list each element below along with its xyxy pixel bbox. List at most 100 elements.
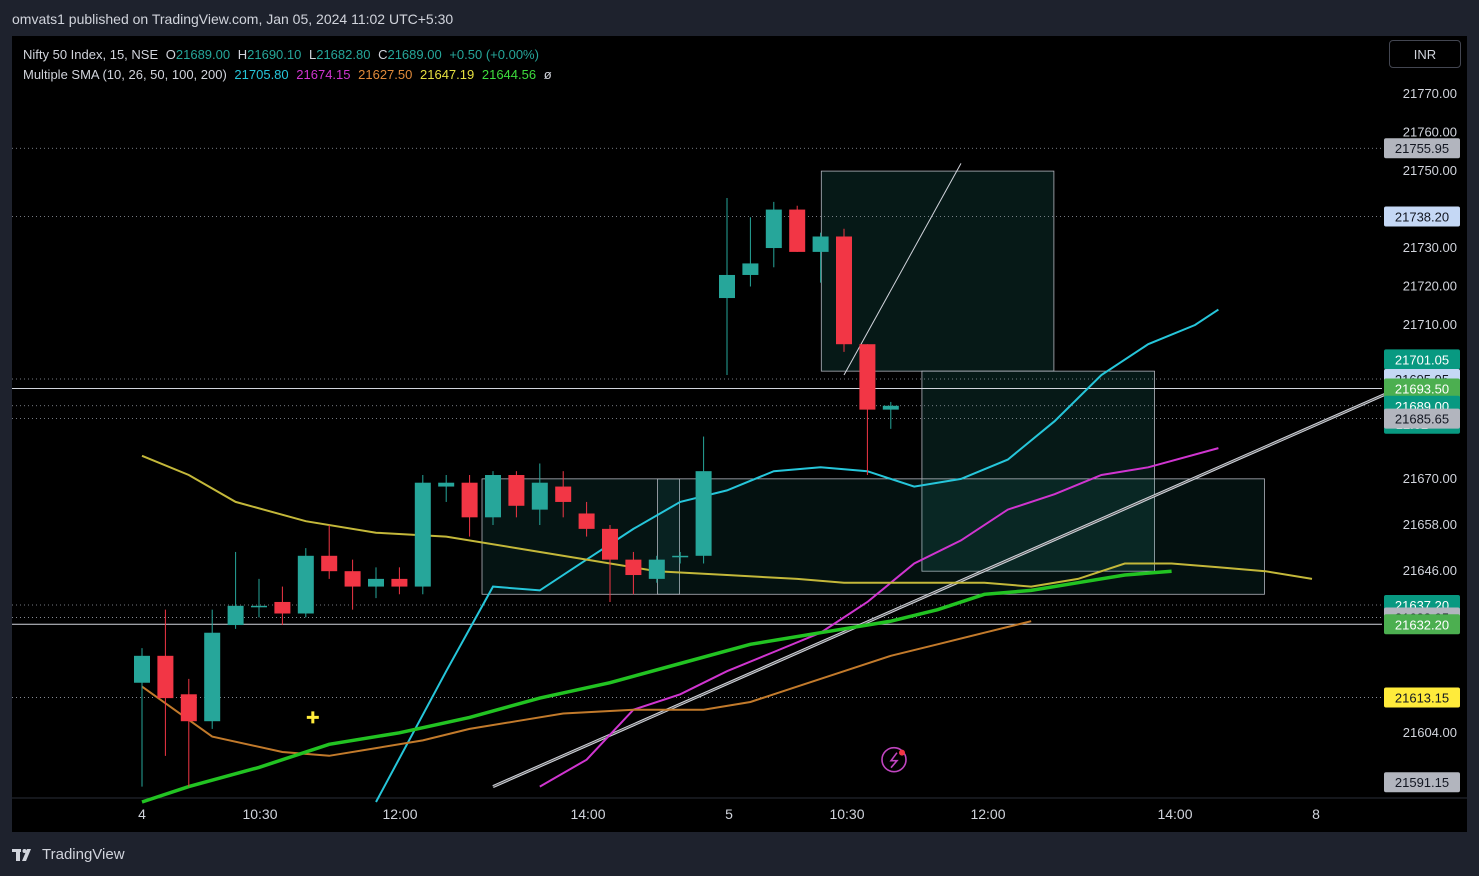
lightning-icon [881,746,907,773]
candle-body-3 [204,632,221,722]
y-tick-2: 21658.00 [1403,517,1457,532]
footer-brand: TradingView [42,846,125,863]
candle-body-18 [555,486,572,502]
price-label-bg-1 [1384,206,1460,227]
x-tick-4: 5 [725,806,733,822]
sma-line-2 [539,447,1219,788]
y-tick-8: 21760.00 [1403,125,1457,140]
zone-top-box [820,170,1055,372]
sma10-value: 21705.80 [234,67,289,82]
open-value: 21689.00 [175,47,231,62]
high-value: 21690.10 [247,47,302,62]
candle-body-32 [882,405,899,410]
candlestick-chart[interactable]: 21604.00 21646.00 21658.00 21670.00 21710.00… [12,36,1467,832]
ohlc-row: Nifty 50 Index, 15, NSE O21689.00 H21690… [23,45,552,65]
price-label-9: 21632.20 [1395,617,1449,632]
sma-line-1 [375,308,1219,803]
price-label-11: 21591.15 [1395,775,1449,790]
candle-body-8 [321,555,338,572]
candle-body-25 [719,274,735,299]
high-label: H [237,47,248,62]
candle-body-9 [344,571,361,587]
candle-body-26 [742,263,759,275]
candle-body-7 [297,555,314,614]
zone-mid-box [921,370,1155,572]
candle-body-5 [251,605,267,608]
close-label: C [378,47,388,62]
footer: TradingView [12,846,125,863]
candle-body-11 [391,578,408,587]
y-tick-9: 21770.00 [1403,86,1457,101]
open-label: O [165,47,176,62]
lightning-bolt [889,752,899,769]
sma50-value: 21627.50 [358,67,413,82]
y-tick-0: 21604.00 [1403,725,1457,740]
candle-body-24 [695,471,712,556]
candle-body-28 [789,209,806,252]
lightning-dot [899,749,905,756]
candle-body-22 [648,559,665,579]
candle-body-20 [602,528,618,560]
candle-body-30 [836,236,852,345]
price-label-bg-9 [1384,614,1460,635]
candle-body-6 [274,601,291,614]
x-tick-0: 4 [138,806,146,822]
low-value: 21682.80 [316,47,371,62]
trendline-small [843,163,962,376]
publisher-text: omvats1 published on TradingView.com, Ja… [12,11,454,27]
price-label-2: 21701.05 [1395,352,1449,367]
chart-area[interactable]: 21604.00 21646.00 21658.00 21670.00 21710.00… [12,36,1467,832]
candle-body-2 [180,694,197,722]
y-tick-6: 21730.00 [1403,240,1457,255]
chart-legend: Nifty 50 Index, 15, NSE O21689.00 H21690… [23,45,552,85]
candle-body-27 [765,209,782,249]
low-label: L [308,47,317,62]
candle-body-15 [485,475,501,518]
x-tick-2: 12:00 [382,806,417,822]
price-label-4: 21693.50 [1395,381,1449,396]
candle-body-12 [414,482,431,587]
y-tick-7: 21750.00 [1403,163,1457,178]
symbol-label[interactable]: Nifty 50 Index, 15, NSE [23,47,159,62]
y-tick-4: 21710.00 [1403,317,1457,332]
candle-body-0 [134,655,150,683]
y-tick-1: 21646.00 [1403,563,1457,578]
candle-body-16 [508,475,525,506]
sma-row: Multiple SMA (10, 26, 50, 100, 200) 2170… [23,65,552,85]
price-label-10: 21613.15 [1395,691,1449,706]
price-label-bg-0 [1384,138,1460,159]
price-label-bg-2 [1384,349,1460,370]
price-label-bg-4 [1384,378,1460,399]
candle-body-29 [812,236,829,252]
sma-line-3 [141,620,1032,757]
x-tick-6: 12:00 [970,806,1005,822]
sma26-value: 21674.15 [296,67,351,82]
currency-button[interactable]: INR [1389,40,1461,68]
price-label-bg-11 [1384,772,1460,793]
candle-body-13 [438,482,455,487]
tradingview-logo-icon [12,848,36,861]
x-tick-7: 14:00 [1157,806,1192,822]
price-label-bg-6 [1384,408,1460,429]
candle-body-4 [227,605,244,626]
sma100-value: 21647.19 [420,67,475,82]
candle-body-21 [625,559,642,576]
candle-body-10 [368,578,384,587]
x-tick-3: 14:00 [570,806,605,822]
zone-right-box [657,478,1265,595]
x-tick-5: 10:30 [829,806,864,822]
candle-body-1 [157,655,174,699]
y-tick-3: 21670.00 [1403,471,1457,486]
sma-label[interactable]: Multiple SMA (10, 26, 50, 100, 200) [23,67,227,82]
change-value: +0.50 (+0.00%) [449,47,539,62]
price-label-1: 21738.20 [1395,209,1449,224]
candle-body-19 [578,513,595,529]
sma-tail: ø [543,67,552,82]
price-label-0: 21755.95 [1395,141,1449,156]
trendline-inner [492,374,1430,788]
candle-body-17 [531,482,548,510]
publisher-bar: omvats1 published on TradingView.com, Ja… [0,0,1479,36]
candle-body-23 [672,555,689,558]
sma200-value: 21644.56 [481,67,537,82]
candle-body-31 [859,344,876,410]
